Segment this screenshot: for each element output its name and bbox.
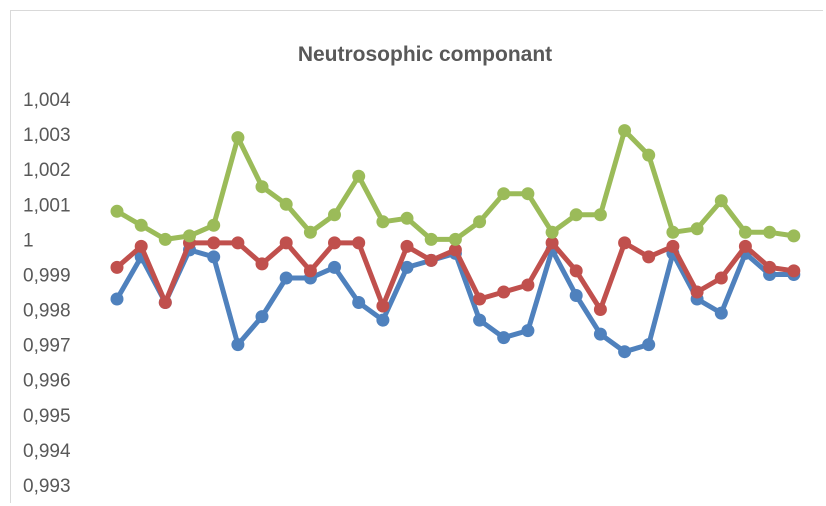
- y-axis-tick-labels: 1,004 1,003 1,002 1,001 1 0,999 0,998 0,997 0,99…: [23, 90, 71, 497]
- data-point: [569, 264, 583, 278]
- data-point: [448, 243, 462, 257]
- y-tick-label: 0,994: [23, 441, 71, 462]
- y-tick-label: 0,999: [23, 265, 71, 286]
- data-point: [183, 229, 196, 243]
- data-point: [618, 345, 632, 359]
- data-point: [714, 194, 728, 208]
- data-point: [569, 289, 583, 302]
- data-point: [763, 260, 777, 274]
- chart-frame: Neutrosophic componant 1,004 1,003 1,002 1,…: [10, 10, 823, 503]
- data-point: [255, 257, 269, 271]
- data-point: [593, 303, 607, 316]
- data-point: [714, 306, 728, 320]
- data-point: [328, 236, 341, 250]
- data-point: [497, 285, 511, 299]
- data-point: [521, 187, 535, 201]
- data-point: [207, 250, 221, 264]
- data-point: [328, 208, 341, 222]
- y-tick-label: 1,002: [23, 160, 71, 181]
- data-point: [279, 197, 293, 211]
- chart-svg: Neutrosophic componant 1,0041,0031,0021,…: [23, 43, 801, 497]
- data-point: [352, 296, 366, 309]
- data-point: [231, 131, 245, 145]
- data-point: [473, 292, 487, 306]
- y-tick-label: 0,998: [23, 301, 71, 322]
- data-point: [134, 239, 148, 253]
- y-tick-label: 1: [23, 230, 34, 251]
- data-point: [521, 324, 535, 338]
- y-tick-label: 1,004: [23, 90, 71, 111]
- data-point: [400, 260, 414, 274]
- data-point: [279, 271, 293, 285]
- data-point: [569, 208, 583, 222]
- data-point: [400, 239, 414, 253]
- data-point: [642, 338, 656, 352]
- data-point: [352, 169, 366, 183]
- data-point: [787, 264, 801, 278]
- data-point: [424, 232, 438, 246]
- y-tick-label: 0,996: [23, 371, 71, 392]
- data-point: [666, 225, 680, 239]
- data-point: [545, 225, 559, 239]
- data-point: [763, 225, 777, 239]
- series-layer: [110, 124, 801, 359]
- data-point: [618, 124, 632, 138]
- data-point: [158, 296, 172, 309]
- data-point: [303, 264, 317, 278]
- data-point: [328, 260, 341, 274]
- data-point: [255, 180, 269, 194]
- data-point: [424, 253, 438, 267]
- data-point: [787, 229, 801, 243]
- data-point: [400, 211, 414, 225]
- data-point: [497, 331, 511, 345]
- data-point: [207, 236, 221, 250]
- data-point: [231, 338, 245, 352]
- data-point: [279, 236, 293, 250]
- data-point: [110, 204, 124, 218]
- data-point: [473, 215, 487, 229]
- data-point: [497, 187, 511, 201]
- data-point: [714, 271, 728, 285]
- data-point: [521, 278, 535, 292]
- data-point: [376, 299, 390, 313]
- data-point: [110, 292, 124, 306]
- data-point: [545, 236, 559, 250]
- data-point: [738, 225, 752, 239]
- data-point: [231, 236, 245, 250]
- y-tick-label: 0,997: [23, 336, 71, 357]
- data-point: [593, 327, 607, 341]
- chart-title: Neutrosophic componant: [298, 43, 552, 66]
- data-point: [376, 215, 390, 229]
- y-tick-label: 1,001: [23, 195, 71, 216]
- y-tick-label: 0,995: [23, 406, 71, 427]
- data-point: [376, 313, 390, 327]
- data-point: [158, 232, 172, 246]
- data-point: [352, 236, 366, 250]
- data-point: [738, 239, 752, 253]
- data-point: [255, 310, 269, 324]
- data-point: [303, 225, 317, 239]
- data-point: [207, 218, 221, 232]
- y-tick-label: 1,003: [23, 125, 71, 146]
- data-point: [448, 232, 462, 246]
- data-point: [110, 260, 124, 274]
- series-3: [110, 124, 801, 246]
- data-point: [134, 218, 148, 232]
- series-2: [110, 236, 801, 316]
- data-point: [642, 148, 656, 162]
- data-point: [618, 236, 632, 250]
- data-point: [593, 208, 607, 222]
- data-point: [690, 222, 704, 236]
- y-tick-label: 0,993: [23, 476, 71, 497]
- data-point: [642, 250, 656, 264]
- data-point: [666, 239, 680, 253]
- series-1: [110, 243, 801, 359]
- data-point: [473, 313, 487, 327]
- data-point: [690, 285, 704, 299]
